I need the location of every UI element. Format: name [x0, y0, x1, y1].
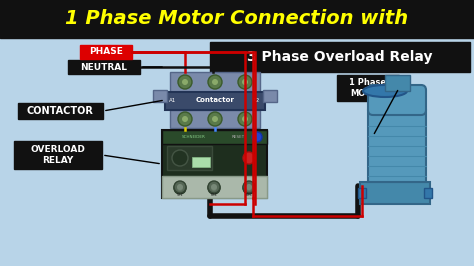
Bar — [337, 75, 399, 101]
Bar — [165, 92, 265, 110]
Ellipse shape — [363, 85, 407, 97]
Circle shape — [212, 116, 218, 122]
Bar — [162, 130, 267, 144]
Circle shape — [208, 112, 222, 126]
Circle shape — [182, 79, 188, 85]
Circle shape — [208, 181, 220, 193]
Circle shape — [172, 150, 188, 166]
Bar — [18, 103, 103, 119]
Circle shape — [243, 181, 255, 193]
Circle shape — [211, 184, 217, 190]
Circle shape — [252, 132, 262, 142]
Text: NEUTRAL: NEUTRAL — [81, 63, 128, 72]
Bar — [360, 182, 430, 204]
Text: 5T1: 5T1 — [177, 193, 183, 197]
Circle shape — [177, 184, 183, 190]
Bar — [167, 146, 212, 170]
Text: A1: A1 — [169, 98, 177, 102]
Bar — [368, 110, 426, 182]
Text: SCHNEIDER: SCHNEIDER — [182, 135, 206, 139]
Circle shape — [243, 152, 255, 164]
Circle shape — [246, 185, 252, 191]
Bar — [385, 75, 410, 91]
FancyBboxPatch shape — [368, 85, 426, 115]
Circle shape — [212, 79, 218, 85]
Circle shape — [238, 112, 252, 126]
Text: PHASE: PHASE — [89, 48, 123, 56]
Circle shape — [178, 112, 192, 126]
Text: Contactor: Contactor — [196, 97, 235, 103]
Text: 6T5: 6T5 — [246, 193, 252, 197]
Circle shape — [208, 182, 220, 194]
Circle shape — [242, 79, 248, 85]
Bar — [210, 42, 470, 72]
Bar — [170, 72, 260, 92]
Circle shape — [243, 182, 255, 194]
Circle shape — [182, 116, 188, 122]
Bar — [424, 188, 432, 198]
Bar — [153, 90, 167, 102]
Bar — [263, 90, 277, 102]
Circle shape — [211, 185, 217, 191]
Circle shape — [174, 182, 186, 194]
Text: 3 Phase Overload Relay: 3 Phase Overload Relay — [247, 50, 433, 64]
Text: RESET: RESET — [232, 135, 245, 139]
Circle shape — [238, 75, 252, 89]
Bar — [80, 45, 132, 59]
Bar — [14, 141, 102, 169]
Circle shape — [242, 116, 248, 122]
Text: OVERLOAD
RELAY: OVERLOAD RELAY — [30, 145, 85, 165]
Bar — [170, 110, 260, 128]
Circle shape — [178, 75, 192, 89]
Circle shape — [246, 184, 252, 190]
Bar — [0, 38, 474, 266]
Bar — [358, 188, 366, 198]
Bar — [192, 157, 210, 167]
Text: 1 Phase Motor Connection with: 1 Phase Motor Connection with — [65, 10, 409, 28]
Bar — [162, 176, 267, 198]
Bar — [162, 130, 267, 198]
Text: 6T4: 6T4 — [210, 193, 217, 197]
Circle shape — [174, 181, 186, 193]
Text: A2: A2 — [254, 98, 261, 102]
Bar — [68, 60, 140, 74]
Circle shape — [177, 185, 183, 191]
Circle shape — [208, 75, 222, 89]
Text: CONTACTOR: CONTACTOR — [27, 106, 93, 116]
Bar — [0, 0, 474, 38]
Text: 1 Phase
MOTOR: 1 Phase MOTOR — [349, 78, 387, 98]
